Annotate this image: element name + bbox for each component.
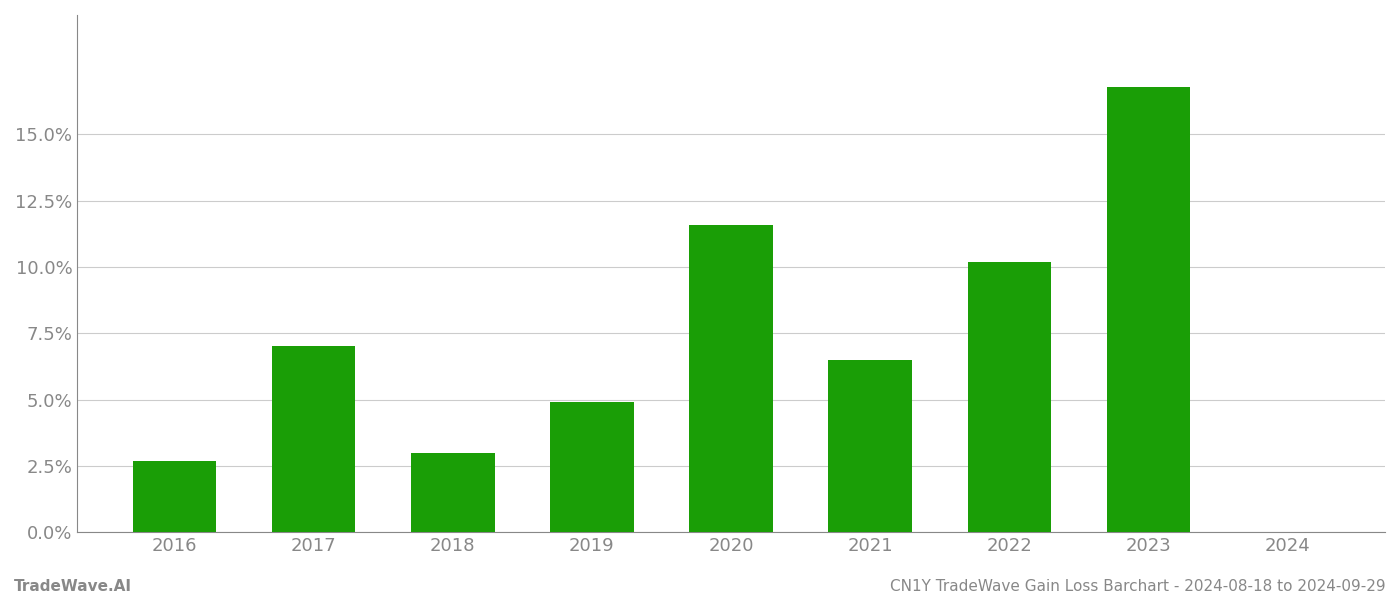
Bar xyxy=(689,224,773,532)
Bar xyxy=(272,346,356,532)
Text: CN1Y TradeWave Gain Loss Barchart - 2024-08-18 to 2024-09-29: CN1Y TradeWave Gain Loss Barchart - 2024… xyxy=(890,579,1386,594)
Bar xyxy=(412,452,494,532)
Bar xyxy=(829,360,911,532)
Bar xyxy=(133,461,216,532)
Bar xyxy=(967,262,1051,532)
Bar xyxy=(1107,86,1190,532)
Text: TradeWave.AI: TradeWave.AI xyxy=(14,579,132,594)
Bar xyxy=(550,402,634,532)
